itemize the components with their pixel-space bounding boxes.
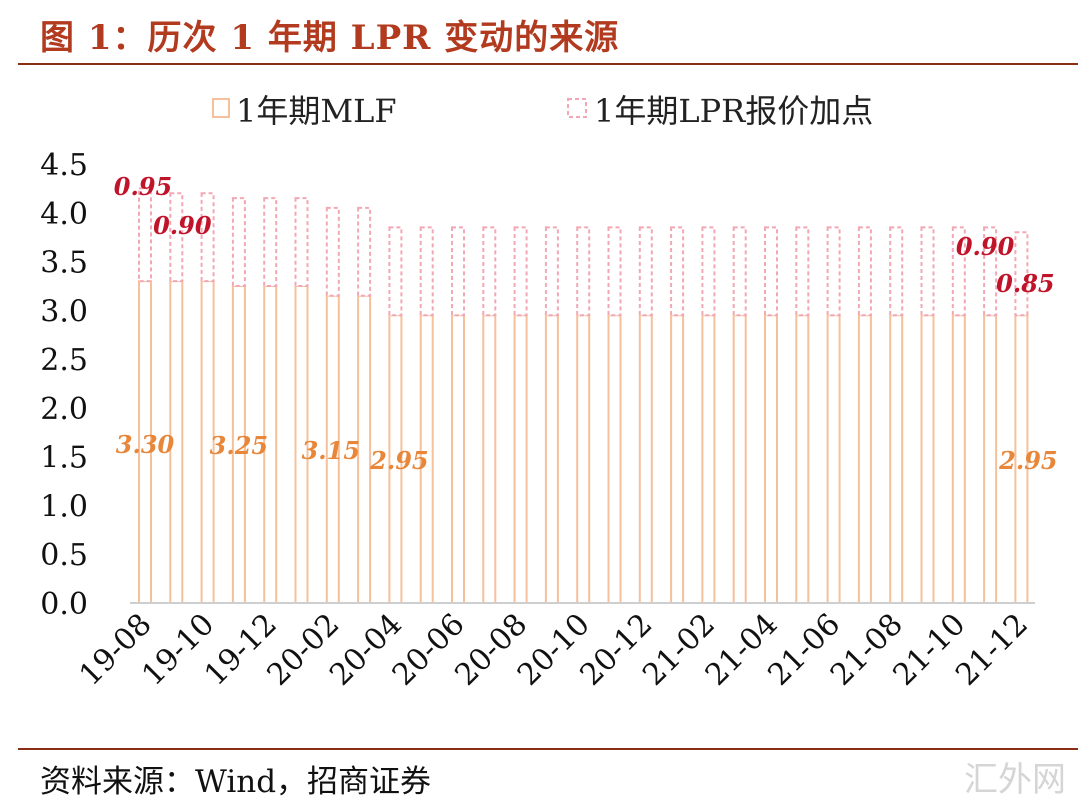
x-tick-label: 20-04 [323,607,409,693]
bar-spread [670,226,685,317]
x-tick-label: 21-12 [949,607,1035,693]
bar-spread [920,226,935,317]
bar-spread [826,226,841,317]
bar-mlf [701,314,716,604]
x-tick-label: 19-10 [135,607,221,693]
x-tick-label: 20-12 [574,607,660,693]
bar-mlf [513,314,528,604]
x-tick-label: 20-08 [448,607,534,693]
bar-spread [795,226,810,317]
data-label-spread: 0.85 [996,269,1054,298]
bar-spread [638,226,653,317]
bar-spread [451,226,465,317]
bar-spread [701,226,716,317]
legend-label-mlf: 1年期MLF [236,92,397,130]
bar-spread [294,197,309,287]
bar-mlf [607,314,622,604]
x-tick-label: 21-10 [887,607,973,693]
data-label-spread: 0.95 [114,172,172,201]
bar-mlf [951,314,966,604]
legend-label-spread: 1年期LPR报价加点 [594,92,873,130]
y-tick-label: 4.5 [40,148,88,183]
data-label-mlf: 2.95 [369,446,428,475]
y-tick-label: 1.5 [40,441,88,476]
x-tick-label: 21-06 [761,607,847,693]
bar-spread [1014,231,1029,317]
y-tick-label: 0.5 [40,538,88,573]
data-label-mlf: 3.25 [210,431,268,460]
bar-mlf [576,314,591,604]
bar-mlf [451,314,465,604]
x-tick-label: 21-04 [699,607,785,693]
y-tick-label: 3.5 [40,246,88,281]
data-label-spread: 0.90 [153,211,212,240]
y-tick-label: 3.0 [40,294,88,329]
bar-spread [231,197,246,287]
bar-mlf [857,314,872,604]
x-tick-label: 20-10 [511,607,597,693]
data-label-mlf: 3.15 [302,436,360,465]
bar-mlf [795,314,810,604]
bar-mlf [920,314,935,604]
bar-spread [857,226,872,317]
bar-mlf [826,314,841,604]
x-tick-label: 21-02 [636,607,722,693]
bar-spread [138,187,152,283]
bar-mlf [732,314,747,604]
y-tick-label: 0.0 [40,587,88,622]
bar-spread [764,226,778,317]
bar-spread [482,226,497,317]
bar-spread [732,226,747,317]
x-tick-label: 19-12 [198,607,284,693]
source-note: 资料来源：Wind，招商证券 [40,764,432,800]
bar-spread [419,226,434,317]
title-rule [18,63,1078,65]
bar-mlf [544,314,559,604]
legend-swatch-mlf [212,98,230,118]
bar-spread [357,206,372,297]
x-tick-label: 20-06 [386,607,472,693]
y-tick-label: 2.5 [40,343,88,378]
bar-spread [169,192,184,283]
data-label-spread: 0.90 [956,232,1015,261]
y-tick-label: 2.0 [40,392,88,427]
legend-swatch-spread [567,98,587,118]
data-label-mlf: 3.30 [116,430,175,459]
bar-mlf [764,314,778,604]
footer-rule [18,748,1078,750]
bar-spread [951,226,966,317]
bar-spread [983,226,998,317]
bar-mlf [670,314,685,604]
bar-spread [576,226,591,317]
data-label-mlf: 2.95 [998,446,1057,475]
x-tick-label: 21-08 [824,607,910,693]
bar-spread [544,226,559,317]
y-tick-label: 4.0 [40,197,88,232]
bar-mlf [889,314,904,604]
bar-mlf [983,314,998,604]
bar-spread [200,192,215,283]
y-tick-label: 1.0 [40,489,88,524]
bar-spread [607,226,622,317]
watermark: 汇外网 [964,760,1066,800]
bar-spread [513,226,528,317]
bar-mlf [638,314,653,604]
x-tick-label: 20-02 [261,607,347,693]
bar-spread [325,206,340,297]
bar-spread [889,226,904,317]
bar-spread [388,226,403,317]
chart-title: 图 1：历次 1 年期 LPR 变动的来源 [40,18,620,58]
bar-spread [263,197,278,287]
bar-mlf [482,314,497,604]
